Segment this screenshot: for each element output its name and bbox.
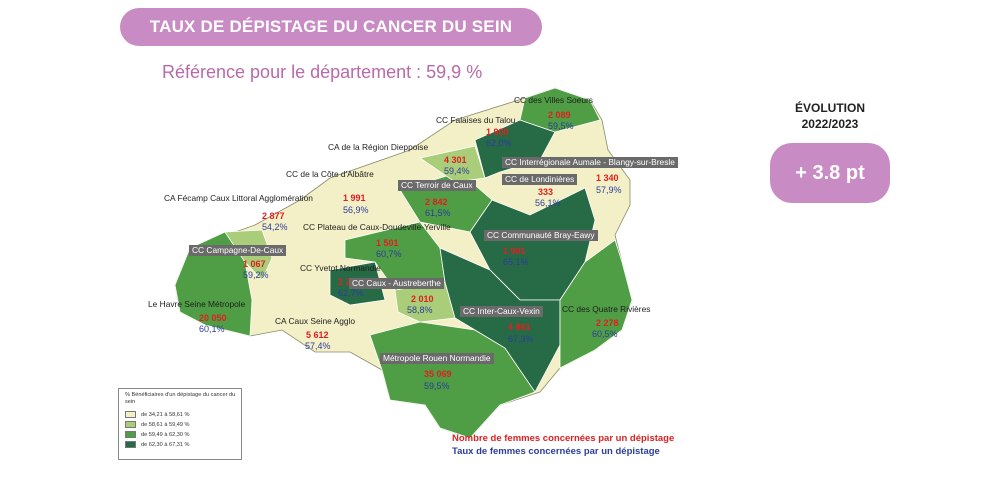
legend-item: de 58,61 à 59,49 %	[125, 421, 241, 428]
area-rate: 54,2%	[262, 222, 288, 232]
area-label: Métropole Rouen Normandie	[380, 353, 494, 364]
area-count: 333	[538, 187, 554, 197]
area-rate: 61,5%	[425, 208, 451, 218]
area-label: CA de la Région Dieppoise	[328, 142, 429, 152]
area-label: Le Havre Seine Métropole	[148, 299, 246, 309]
area-label: CC Plateau de Caux-Doudeville-Yerville	[303, 222, 451, 232]
area-label: CC Caux - Austreberthe	[349, 278, 444, 289]
area-count: 1 900	[486, 127, 509, 137]
area-count: 2 010	[411, 294, 434, 304]
area-label: CC Inter-Caux-Vexin	[460, 306, 543, 317]
map-legend: % Bénéficiaires d'un dépistage du cancer…	[118, 388, 242, 460]
area-label: CC de la Côte d'Albâtre	[286, 169, 374, 179]
area-rate: 56,9%	[343, 205, 369, 215]
area-count: 4 861	[508, 322, 531, 332]
area-label: CC des Villes Soeurs	[514, 95, 593, 105]
legend-swatch	[125, 411, 136, 418]
evolution-period: 2022/2023	[801, 117, 859, 131]
area-rate: 59,4%	[444, 166, 470, 176]
area-rate: 65,1%	[503, 257, 529, 267]
area-label: CA Fécamp Caux Littoral Agglomération	[164, 193, 313, 203]
area-rate: 59,5%	[548, 121, 574, 131]
area-label: CA Caux Seine Agglo	[275, 316, 356, 326]
legend-swatch	[125, 441, 136, 448]
area-villes-soeurs	[519, 87, 601, 133]
area-rate: 58,8%	[407, 305, 433, 315]
area-count: 1 067	[243, 259, 266, 269]
legend-swatch	[125, 431, 136, 438]
area-count: 1 901	[503, 246, 526, 256]
area-rate: 59,2%	[243, 270, 269, 280]
area-rate: 62,7%	[338, 288, 364, 298]
area-count: 2 089	[548, 110, 571, 120]
area-rate: 60,1%	[199, 324, 225, 334]
area-rate: 67,3%	[508, 334, 534, 344]
legend-item-label: de 59,49 à 62,30 %	[141, 431, 190, 438]
area-rate: 57,9%	[596, 185, 622, 195]
area-rate: 57,4%	[305, 341, 331, 351]
area-count: 2 278	[596, 318, 619, 328]
area-count: 1 340	[596, 173, 619, 183]
area-rate: 60,7%	[376, 249, 402, 259]
area-rate: 62,0%	[486, 138, 512, 148]
area-count: 5 612	[306, 330, 329, 340]
area-count: 1 991	[343, 193, 366, 203]
area-count: 2 842	[425, 197, 448, 207]
page-title: TAUX DE DÉPISTAGE DU CANCER DU SEIN	[120, 8, 542, 46]
area-rate: 60,5%	[592, 329, 618, 339]
area-count: 20 050	[199, 313, 227, 323]
area-label: CC des Quatre Rivières	[562, 304, 651, 314]
legend-item: de 34,21 à 58,61 %	[125, 411, 241, 418]
rate-caption: Taux de femmes concernées par un dépista…	[452, 446, 660, 457]
area-count: 35 069	[424, 369, 452, 379]
legend-swatch	[125, 421, 136, 428]
area-quatre-rivieres	[559, 239, 633, 369]
area-rouen	[369, 321, 536, 439]
area-label: CC Communauté Bray-Eawy	[484, 230, 598, 241]
legend-item: de 59,49 à 62,30 %	[125, 431, 241, 438]
area-label: CC Terroir de Caux	[398, 180, 476, 191]
area-inter-caux-vexin	[439, 247, 561, 393]
area-label: CC Campagne-De-Caux	[189, 245, 287, 256]
area-label: CC Falaises du Talou	[436, 115, 516, 125]
reference-subtitle: Référence pour le département : 59,9 %	[162, 62, 483, 82]
area-count: 1 501	[376, 238, 399, 248]
area-rate: 59,5%	[424, 381, 450, 391]
legend-title: % Bénéficiaires d'un dépistage du cancer…	[125, 392, 236, 405]
area-rate: 56,1%	[535, 198, 561, 208]
area-count: 4 301	[444, 155, 467, 165]
evolution-value-badge: + 3.8 pt	[770, 143, 890, 203]
area-label: CC Interrégionale Aumale - Blangy-sur-Br…	[502, 157, 678, 168]
evolution-title: ÉVOLUTION	[794, 101, 865, 115]
evolution-label: ÉVOLUTION 2022/2023	[770, 100, 890, 132]
area-label: CC Yvetot Normandie	[300, 263, 381, 273]
legend-item-label: de 62,30 à 67,31 %	[141, 441, 190, 448]
legend-item: de 62,30 à 67,31 %	[125, 441, 241, 448]
legend-item-label: de 34,21 à 58,61 %	[141, 411, 190, 418]
count-caption: Nombre de femmes concernées par un dépis…	[452, 433, 675, 444]
legend-item-label: de 58,61 à 59,49 %	[141, 421, 190, 428]
area-label: CC de Londinières	[502, 174, 578, 185]
area-count: 2 877	[262, 211, 285, 221]
